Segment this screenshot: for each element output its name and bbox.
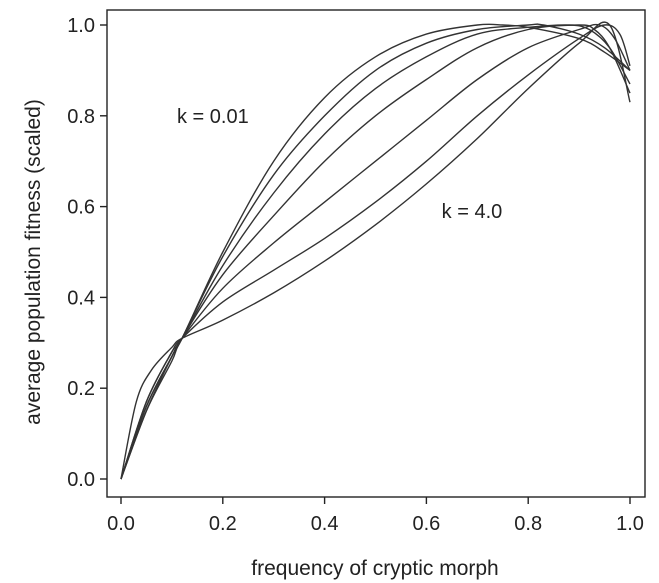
series-line-4 bbox=[120, 24, 631, 480]
x-tick-label: 0.2 bbox=[209, 513, 237, 535]
x-tick-label: 1.0 bbox=[616, 513, 644, 535]
y-tick-label: 0.0 bbox=[67, 469, 95, 491]
y-axis: 0.0 0.2 0.4 0.6 0.8 1.0 bbox=[67, 15, 107, 491]
series-line-7 bbox=[120, 21, 631, 480]
y-tick-label: 0.4 bbox=[67, 287, 95, 309]
x-tick-label: 0.4 bbox=[311, 513, 339, 535]
series-line-2 bbox=[120, 23, 631, 480]
curves-group bbox=[120, 21, 631, 480]
x-tick-label: 0.0 bbox=[107, 513, 135, 535]
annotation-label: k = 4.0 bbox=[442, 201, 503, 223]
x-axis: 0.0 0.2 0.4 0.6 0.8 1.0 bbox=[107, 497, 644, 535]
series-line-1 bbox=[120, 23, 631, 480]
x-tick-label: 0.6 bbox=[412, 513, 440, 535]
plot-frame bbox=[106, 9, 646, 498]
annotations: k = 0.01 k = 4.0 bbox=[177, 106, 502, 223]
y-tick-label: 0.8 bbox=[67, 106, 95, 128]
x-tick-label: 0.8 bbox=[514, 513, 542, 535]
series-line-6 bbox=[120, 24, 631, 480]
y-tick-label: 0.6 bbox=[67, 197, 95, 219]
series-line-5 bbox=[120, 23, 631, 480]
y-axis-title: average population fitness (scaled) bbox=[22, 99, 45, 425]
x-axis-title: frequency of cryptic morph bbox=[251, 557, 498, 580]
annotation-label: k = 0.01 bbox=[177, 106, 249, 128]
y-tick-label: 0.2 bbox=[67, 378, 95, 400]
series-line-3 bbox=[120, 24, 631, 480]
y-tick-label: 1.0 bbox=[67, 15, 95, 37]
